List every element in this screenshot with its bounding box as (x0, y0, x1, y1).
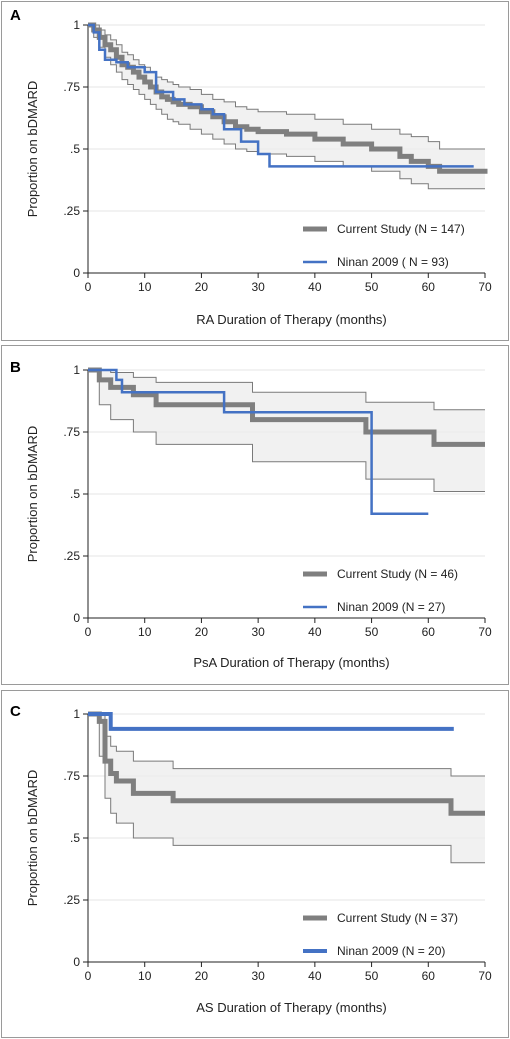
y-tick-label: .75 (63, 80, 80, 94)
series-ninan-2009 (88, 368, 429, 516)
y-tick-label: .5 (70, 831, 80, 845)
x-tick-label: 70 (478, 969, 492, 983)
y-tick-label: .25 (63, 204, 80, 218)
x-tick-label: 50 (365, 280, 379, 294)
x-tick-label: 0 (85, 280, 92, 294)
y-tick-label: .5 (70, 142, 80, 156)
x-tick-label: 0 (85, 625, 92, 639)
x-tick-label: 60 (422, 969, 436, 983)
x-tick-label: 50 (365, 969, 379, 983)
ci-band (88, 370, 485, 492)
x-tick-label: 70 (478, 625, 492, 639)
y-tick-label: 0 (73, 266, 80, 280)
y-tick-label: 0 (73, 611, 80, 625)
x-tick-label: 10 (138, 969, 152, 983)
series-ninan-2009 (88, 23, 474, 168)
series-current-study (88, 711, 485, 816)
series-current-study (88, 22, 488, 174)
y-tick-label: 1 (73, 707, 80, 721)
y-tick-label: .75 (63, 425, 80, 439)
y-tick-label: 1 (73, 363, 80, 377)
ci-lower-line (88, 713, 485, 864)
x-tick-label: 40 (308, 969, 322, 983)
x-tick-label: 40 (308, 625, 322, 639)
x-tick-label: 60 (422, 625, 436, 639)
y-axis-label: Proportion on bDMARD (25, 770, 40, 907)
legend-label: Ninan 2009 (N = 27) (337, 600, 445, 614)
x-tick-label: 20 (195, 280, 209, 294)
x-tick-label: 60 (422, 280, 436, 294)
panel-frame (1, 690, 509, 1038)
y-tick-label: .25 (63, 893, 80, 907)
x-tick-label: 40 (308, 280, 322, 294)
x-tick-label: 10 (138, 625, 152, 639)
panel-letter: B (10, 359, 21, 376)
ci-band (88, 714, 485, 863)
ci-lower-line (88, 369, 485, 492)
ci-lower-line (88, 24, 485, 190)
x-axis-label: AS Duration of Therapy (months) (196, 1000, 387, 1015)
ci-upper-line (88, 24, 485, 150)
legend-label: Ninan 2009 ( N = 93) (337, 255, 449, 269)
x-tick-label: 0 (85, 969, 92, 983)
y-tick-label: .25 (63, 549, 80, 563)
x-tick-label: 30 (251, 625, 265, 639)
series-ninan-2009 (88, 712, 454, 731)
series-current-study (88, 367, 485, 447)
x-tick-label: 50 (365, 625, 379, 639)
legend-label: Current Study (N = 147) (337, 222, 465, 236)
panel-letter: C (10, 703, 21, 720)
legend-label: Current Study (N = 37) (337, 911, 458, 925)
x-tick-label: 30 (251, 280, 265, 294)
panel-letter: A (10, 7, 21, 24)
y-axis-label: Proportion on bDMARD (25, 426, 40, 563)
x-tick-label: 20 (195, 625, 209, 639)
x-tick-label: 20 (195, 969, 209, 983)
y-axis-label: Proportion on bDMARD (25, 81, 40, 218)
x-axis-label: RA Duration of Therapy (months) (196, 312, 387, 327)
x-axis-label: PsA Duration of Therapy (months) (193, 655, 389, 670)
y-tick-label: .5 (70, 487, 80, 501)
legend-label: Current Study (N = 46) (337, 567, 458, 581)
x-tick-label: 10 (138, 280, 152, 294)
y-tick-label: 0 (73, 955, 80, 969)
y-tick-label: .75 (63, 769, 80, 783)
x-tick-label: 70 (478, 280, 492, 294)
legend-label: Ninan 2009 (N = 20) (337, 944, 445, 958)
x-tick-label: 30 (251, 969, 265, 983)
y-tick-label: 1 (73, 18, 80, 32)
